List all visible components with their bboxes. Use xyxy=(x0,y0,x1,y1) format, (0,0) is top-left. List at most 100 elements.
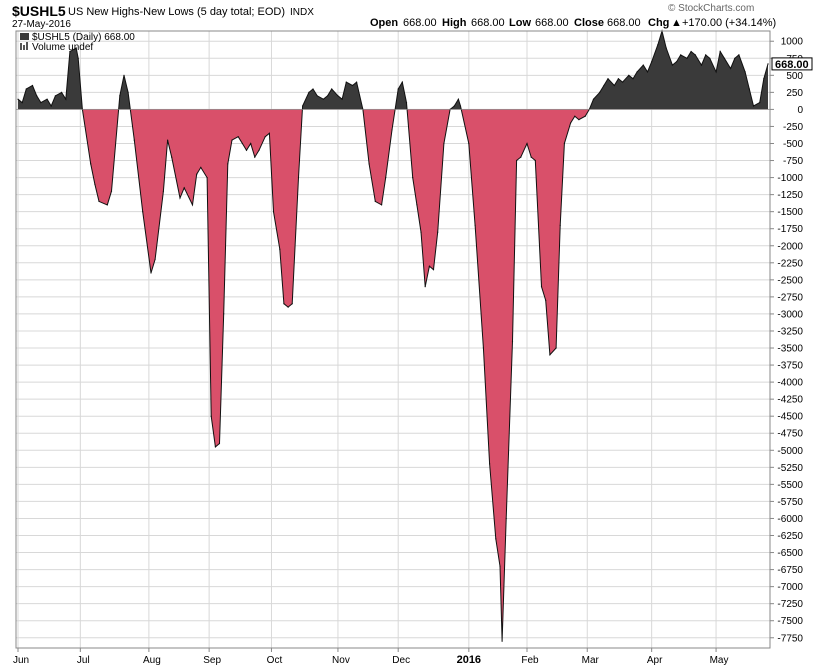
data-point xyxy=(520,156,522,158)
data-point xyxy=(331,88,333,90)
data-point xyxy=(420,231,422,233)
y-tick-label: -2000 xyxy=(777,241,803,252)
legend-volume-label: Volume undef xyxy=(32,42,93,53)
x-tick-label: Sep xyxy=(203,655,221,666)
data-point xyxy=(17,98,19,100)
data-point xyxy=(401,81,403,83)
data-point xyxy=(584,115,586,117)
data-point xyxy=(665,47,667,49)
y-tick-label: -5000 xyxy=(777,446,803,457)
data-point xyxy=(264,136,266,138)
data-point xyxy=(530,156,532,158)
data-point xyxy=(752,105,755,107)
low-label: Low xyxy=(509,17,531,29)
data-point xyxy=(210,415,212,417)
series-line xyxy=(17,29,769,642)
data-point xyxy=(453,105,455,107)
y-tick-label: -5750 xyxy=(777,497,803,508)
data-point xyxy=(499,565,501,567)
data-point xyxy=(46,98,48,100)
y-tick-label: -4500 xyxy=(777,412,803,423)
y-tick-label: -7000 xyxy=(777,582,803,593)
data-point xyxy=(603,84,605,87)
data-point xyxy=(574,115,576,117)
data-point xyxy=(495,538,497,540)
data-point xyxy=(316,95,318,97)
data-point xyxy=(179,197,181,199)
data-point xyxy=(391,129,393,131)
legend-series-label: $USHL5 (Daily) 668.00 xyxy=(32,32,135,43)
y-tick-label: -7250 xyxy=(777,599,803,610)
last-value-tag: 668.00 xyxy=(771,57,813,71)
data-point xyxy=(489,463,491,465)
y-tick-label: -1000 xyxy=(777,173,803,184)
y-tick-label: -1250 xyxy=(777,190,803,201)
data-point xyxy=(540,286,543,288)
data-point xyxy=(651,61,653,63)
data-point xyxy=(680,54,682,56)
y-tick-label: 500 xyxy=(786,71,803,82)
data-point xyxy=(734,57,736,59)
high-value: 668.00 xyxy=(471,17,505,29)
data-point xyxy=(459,105,462,107)
chart-description: US New Highs-New Lows (5 day total; EOD) xyxy=(68,6,285,18)
y-tick-label: -6000 xyxy=(777,514,803,525)
data-point xyxy=(719,50,721,53)
data-point xyxy=(505,517,507,520)
data-point xyxy=(443,142,445,145)
data-point xyxy=(110,190,113,192)
y-tick-label: -6750 xyxy=(777,565,803,576)
data-point xyxy=(368,163,370,165)
y-tick-label: -4750 xyxy=(777,429,803,440)
y-tick-label: -500 xyxy=(783,139,803,150)
data-point xyxy=(511,340,514,342)
y-tick-label: -2250 xyxy=(777,258,803,269)
data-point xyxy=(154,258,156,260)
low-value: 668.00 xyxy=(535,17,569,29)
symbol-title: $USHL5 xyxy=(12,3,66,19)
data-point xyxy=(77,57,79,59)
x-tick-label: Dec xyxy=(392,655,410,666)
data-point xyxy=(167,139,169,141)
data-point xyxy=(337,95,339,97)
data-point xyxy=(628,74,630,76)
data-point xyxy=(709,57,711,59)
data-point xyxy=(254,156,256,158)
data-point xyxy=(245,149,248,151)
y-tick-label: -2500 xyxy=(777,275,803,286)
data-point xyxy=(297,177,300,179)
y-tick-label: -7750 xyxy=(777,633,803,644)
data-point xyxy=(250,142,252,145)
plot-frame xyxy=(15,30,771,649)
x-tick-label: Aug xyxy=(143,655,161,666)
data-point xyxy=(607,78,609,80)
last-value-label: 668.00 xyxy=(775,59,809,71)
y-tick-label: -2750 xyxy=(777,292,803,303)
chg-value: +170.00 (+34.14%) xyxy=(682,17,776,29)
data-point xyxy=(75,47,77,49)
data-point xyxy=(40,102,42,104)
data-point xyxy=(25,88,27,90)
data-point xyxy=(36,95,38,97)
data-point xyxy=(356,81,358,83)
data-point xyxy=(119,95,121,97)
brand-logo-text: © StockCharts.com xyxy=(668,3,754,14)
data-point xyxy=(516,159,518,162)
data-point xyxy=(283,303,285,305)
data-point xyxy=(671,64,674,66)
data-point xyxy=(632,78,634,80)
x-axis: Jun Jul Aug Sep Oct Nov Dec 2016 Feb Mar Apr May xyxy=(13,648,729,666)
data-point xyxy=(98,200,100,202)
data-point xyxy=(200,166,202,168)
data-point xyxy=(351,84,354,87)
area-series xyxy=(16,29,770,642)
data-point xyxy=(474,224,476,226)
data-point xyxy=(622,81,624,83)
data-point xyxy=(322,98,324,100)
x-tick-label: Oct xyxy=(267,655,283,666)
data-point xyxy=(272,211,275,213)
data-point xyxy=(744,71,746,73)
open-value: 668.00 xyxy=(403,17,437,29)
data-point xyxy=(715,71,717,73)
